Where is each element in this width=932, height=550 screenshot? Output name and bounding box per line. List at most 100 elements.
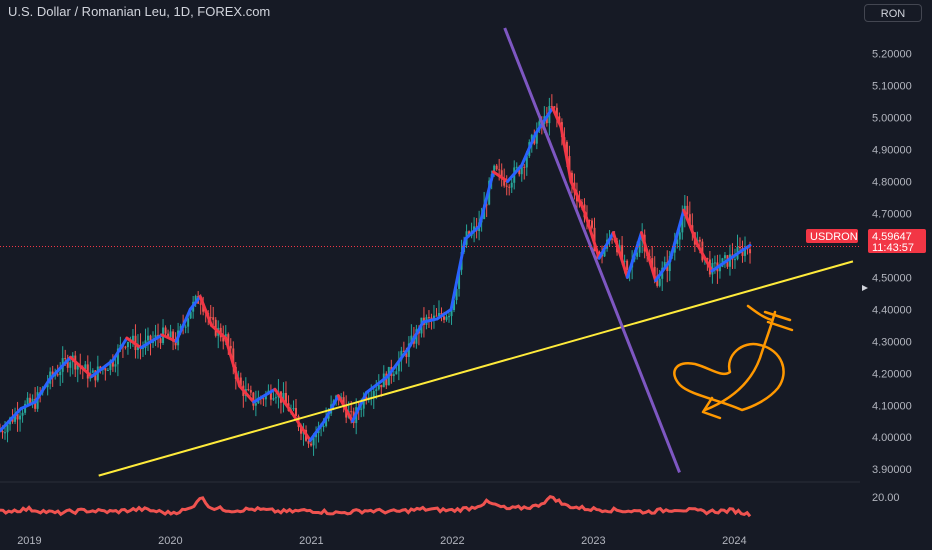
candle-body <box>124 346 127 348</box>
moving-average-segment <box>365 374 390 394</box>
moving-average-segment <box>19 400 37 410</box>
candle-body <box>114 364 117 367</box>
time-axis-tick-label: 2019 <box>17 535 41 547</box>
candle-body <box>212 317 215 320</box>
candle-body <box>723 255 726 259</box>
candle-body <box>172 331 175 342</box>
candle-body <box>450 310 453 317</box>
candle-body <box>292 408 295 410</box>
moving-average-segment <box>125 336 143 350</box>
candle-body <box>232 348 235 367</box>
candle-body <box>159 338 162 344</box>
candle-body <box>590 220 593 228</box>
price-axis-tick-label: 5.20000 <box>872 49 912 61</box>
price-axis-tick-label: 4.10000 <box>872 400 912 412</box>
moving-average-segment <box>668 208 686 263</box>
time-axis-tick-label: 2022 <box>440 535 464 547</box>
candle-body <box>603 248 606 257</box>
candle-body <box>199 303 202 305</box>
time-axis[interactable]: 2019 2020 2021 2022 2023 2024 <box>17 535 746 547</box>
time-axis-tick-label: 2021 <box>299 535 323 547</box>
moving-average-segment <box>33 378 51 404</box>
candle-body <box>51 371 54 377</box>
candle-body <box>407 343 410 358</box>
candle-body <box>4 432 7 434</box>
candle-body <box>16 413 19 420</box>
moving-average-segment <box>139 333 164 350</box>
candle-body <box>493 165 496 175</box>
candle-body <box>141 347 144 349</box>
candle-body <box>555 107 558 117</box>
candle-body <box>738 246 741 249</box>
moving-average-segment <box>611 231 629 279</box>
candle-body <box>111 360 114 367</box>
moving-average-segment <box>491 170 510 183</box>
candle-body <box>402 350 405 352</box>
moving-average-segment <box>569 179 587 215</box>
moving-average-segment <box>224 336 242 388</box>
moving-average-segment <box>559 125 573 183</box>
candle-body <box>663 262 666 268</box>
moving-average-segment <box>421 317 439 324</box>
candle-body <box>269 390 272 400</box>
moving-average-segment <box>188 295 202 311</box>
candle-body <box>515 166 518 168</box>
price-axis-tick-label: 4.90000 <box>872 144 912 156</box>
candle-body <box>568 155 571 173</box>
candle-body <box>282 392 285 403</box>
moving-average-segment <box>90 359 115 378</box>
candle-body <box>284 392 287 404</box>
candle-body <box>209 317 212 319</box>
symbol-title[interactable]: U.S. Dollar / Romanian Leu, 1D, FOREX.co… <box>8 4 271 19</box>
candle-body <box>485 204 488 206</box>
candlesticks <box>0 94 752 456</box>
moving-average-segment <box>287 406 312 442</box>
heart-arrow-drawing[interactable] <box>673 304 794 420</box>
candle-body <box>405 351 408 358</box>
candle-body <box>718 266 721 272</box>
candle-body <box>69 362 72 368</box>
price-axis-tick-label: 4.00000 <box>872 432 912 444</box>
candle-body <box>553 106 556 108</box>
moving-average-segment <box>47 355 72 382</box>
price-axis-tick-label: 5.00000 <box>872 113 912 125</box>
candle-body <box>310 443 313 446</box>
price-axis-tick-label: 4.40000 <box>872 304 912 316</box>
candle-body <box>395 371 398 375</box>
currency-button[interactable]: RON <box>864 4 922 22</box>
candle-body <box>11 417 14 422</box>
arrow-feather-drawing <box>766 320 794 332</box>
candle-body <box>136 345 139 351</box>
candle-body <box>365 396 368 400</box>
candle-body <box>535 130 538 144</box>
candle-body <box>688 214 691 226</box>
candle-body <box>46 383 49 388</box>
candle-body <box>733 259 736 261</box>
candle-body <box>410 335 413 344</box>
candle-body <box>698 239 701 242</box>
indicator-axis[interactable]: 20.00 <box>872 492 900 504</box>
candle-body <box>249 390 252 393</box>
candle-body <box>131 335 134 342</box>
moving-average-segment <box>238 384 256 404</box>
candle-body <box>550 106 553 108</box>
indicator-line <box>0 495 752 518</box>
candle-body <box>64 358 67 360</box>
scroll-marker-icon[interactable] <box>862 285 868 291</box>
moving-average-segment <box>477 170 495 228</box>
candle-body <box>565 141 568 156</box>
price-axis[interactable]: 5.20000 5.10000 5.00000 4.90000 4.80000 4.700… <box>872 49 912 477</box>
candle-body <box>6 424 9 433</box>
candle-body <box>448 316 451 318</box>
candle-body <box>24 403 27 413</box>
support-trendline[interactable] <box>98 260 854 477</box>
resistance-trendline[interactable] <box>503 27 681 473</box>
candle-body <box>523 166 526 168</box>
candle-body <box>458 269 461 289</box>
candle-body <box>498 169 501 171</box>
price-tag-countdown: 11:43:57 <box>872 242 914 254</box>
price-axis-tick-label: 3.90000 <box>872 464 912 476</box>
candle-body <box>530 134 533 143</box>
candle-body <box>377 384 380 390</box>
